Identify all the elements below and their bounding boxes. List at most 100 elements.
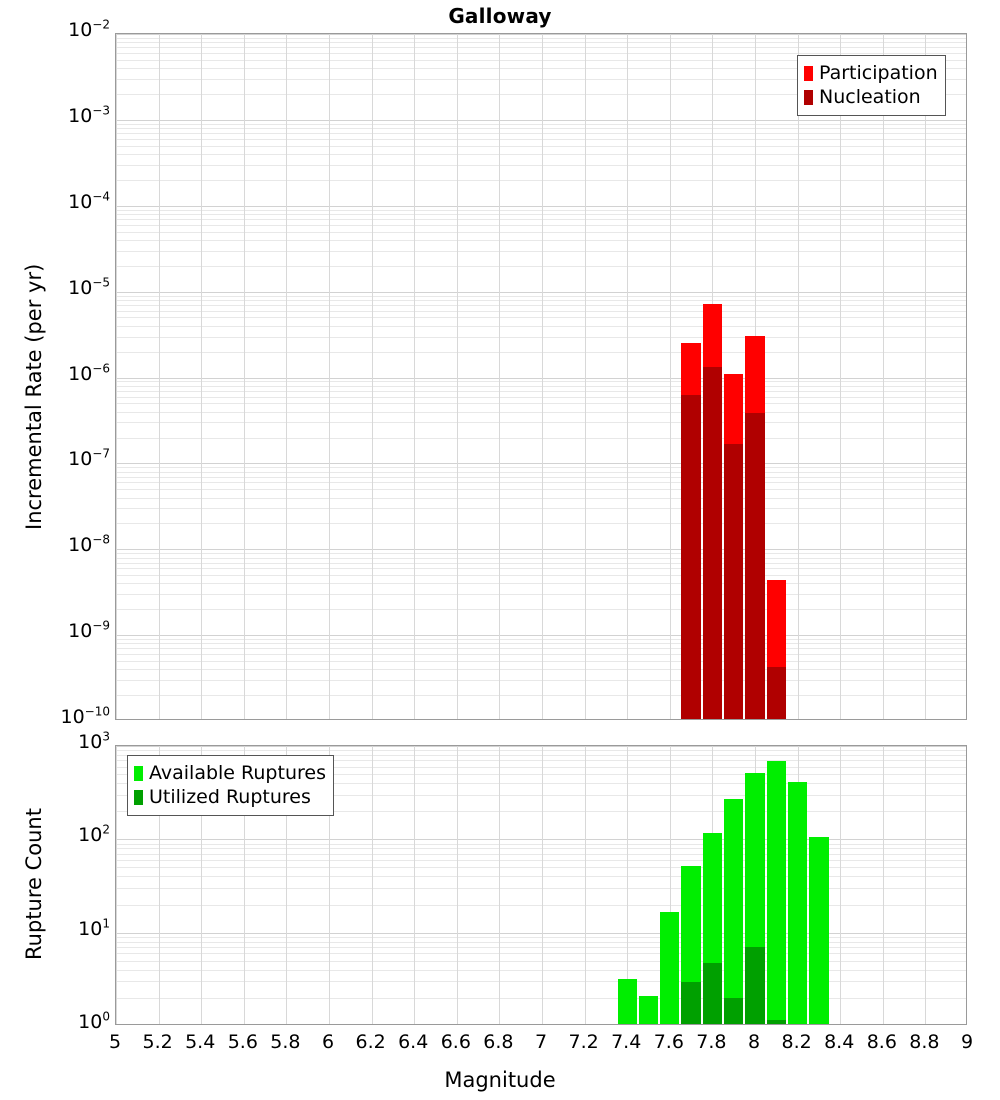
- legend-item-available-ruptures: Available Ruptures: [134, 761, 326, 785]
- nucleation-bar: [745, 412, 765, 719]
- utilized-ruptures-bar: [766, 1020, 786, 1024]
- available-ruptures-bar: [638, 995, 659, 1024]
- gridline-vertical: [243, 34, 245, 719]
- gridline-vertical: [542, 34, 543, 719]
- gridline: [116, 660, 966, 662]
- gridline: [116, 839, 966, 841]
- gridline: [116, 997, 966, 999]
- gridline-vertical: [201, 746, 203, 1024]
- gridline-vertical: [882, 746, 884, 1024]
- gridline-vertical: [456, 34, 458, 719]
- gridline: [116, 403, 966, 405]
- y-axis-tick-label: 10−2: [68, 17, 110, 41]
- gridline-vertical: [371, 34, 373, 719]
- bar-group: [681, 34, 701, 719]
- gridline: [116, 960, 966, 962]
- gridline: [116, 154, 966, 156]
- gridline: [116, 575, 966, 577]
- utilized-ruptures-swatch: [134, 789, 143, 805]
- gridline: [116, 325, 966, 327]
- gridline: [116, 876, 966, 878]
- gridline: [116, 437, 966, 439]
- gridline: [116, 549, 966, 551]
- gridline: [116, 523, 966, 525]
- participation-swatch: [804, 65, 813, 81]
- bar-group: [724, 746, 744, 1024]
- y-axis-tick-label: 10−3: [68, 103, 110, 127]
- gridline: [116, 583, 966, 585]
- gridline: [116, 231, 966, 233]
- gridline: [116, 680, 966, 682]
- gridline-vertical: [584, 34, 586, 719]
- gridline: [116, 68, 966, 70]
- available-ruptures-bar: [660, 911, 680, 1024]
- gridline: [116, 138, 966, 140]
- nucleation-bar: [681, 394, 701, 719]
- bar-group: [766, 746, 786, 1024]
- x-axis-tick-label: 7.6: [653, 1031, 684, 1053]
- gridline: [116, 497, 966, 499]
- gridline: [116, 467, 966, 469]
- gridline: [116, 265, 966, 267]
- y-axis-tick-label: 102: [78, 823, 110, 847]
- gridline-vertical: [286, 34, 288, 719]
- x-axis-tick-label: 9: [960, 1031, 974, 1053]
- bar-group: [809, 746, 829, 1024]
- y-axis-tick-label: 10−4: [68, 189, 110, 213]
- incremental-rate-plot: [115, 33, 967, 720]
- gridline-vertical: [840, 34, 842, 719]
- legend-label-nucleation: Nucleation: [819, 85, 921, 108]
- gridline: [116, 746, 966, 747]
- gridline-vertical: [329, 746, 330, 1024]
- gridline: [116, 390, 966, 392]
- gridline: [116, 385, 966, 387]
- gridline: [116, 250, 966, 252]
- gridline: [116, 774, 966, 776]
- gridline: [116, 78, 966, 80]
- gridline-vertical: [414, 746, 416, 1024]
- gridline: [116, 119, 966, 121]
- gridline: [116, 179, 966, 181]
- gridline: [116, 59, 966, 61]
- gridline: [116, 760, 966, 762]
- gridline: [116, 867, 966, 869]
- legend-item-nucleation: Nucleation: [804, 85, 938, 109]
- x-axis-label: Magnitude: [444, 1068, 556, 1092]
- gridline: [116, 396, 966, 398]
- gridline: [116, 42, 966, 44]
- gridline: [116, 750, 966, 752]
- gridline: [116, 953, 966, 955]
- gridline: [116, 53, 966, 55]
- gridline: [116, 336, 966, 338]
- gridline: [116, 304, 966, 306]
- nucleation-bar: [702, 367, 723, 719]
- gridline: [116, 947, 966, 949]
- gridline: [116, 635, 966, 637]
- gridline-vertical: [882, 34, 884, 719]
- gridline: [116, 34, 966, 35]
- gridline: [116, 654, 966, 656]
- x-axis-tick-label: 5.8: [270, 1031, 301, 1053]
- y-axis-ticks-top: 10−2 10−3 10−4 10−5 10−6 10−7 10−8 10−9 10−10: [0, 0, 110, 760]
- gridline: [116, 224, 966, 226]
- bar-group: [766, 34, 786, 719]
- gridline: [116, 888, 966, 890]
- gridline-vertical: [627, 746, 629, 1024]
- available-ruptures-bar: [617, 979, 637, 1024]
- gridline: [116, 557, 966, 559]
- gridline: [116, 562, 966, 564]
- bar-group: [745, 34, 765, 719]
- utilized-ruptures-bar: [724, 997, 744, 1024]
- gridline: [116, 219, 966, 221]
- bar-group: [638, 746, 659, 1024]
- bar-group: [681, 746, 701, 1024]
- gridline: [116, 299, 966, 301]
- gridline: [116, 94, 966, 96]
- x-axis-tick-label: 8.4: [824, 1031, 855, 1053]
- bar-group: [787, 746, 808, 1024]
- gridline: [116, 381, 966, 383]
- y-axis-tick-label: 103: [78, 729, 110, 753]
- gridline-vertical: [414, 34, 416, 719]
- x-axis-tick-label: 7: [534, 1031, 548, 1053]
- gridline: [116, 755, 966, 757]
